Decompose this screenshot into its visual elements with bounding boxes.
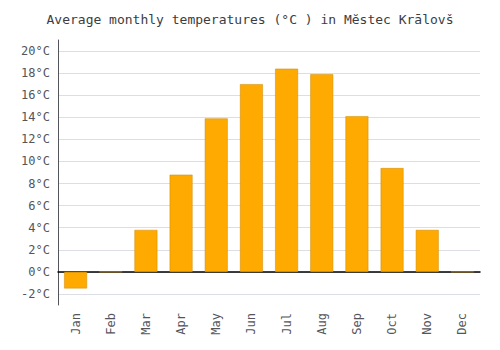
svg-text:8°C: 8°C xyxy=(28,177,50,191)
svg-text:Apr: Apr xyxy=(174,313,188,335)
svg-text:6°C: 6°C xyxy=(28,199,50,213)
svg-text:Mar: Mar xyxy=(139,313,153,335)
svg-text:14°C: 14°C xyxy=(21,110,50,124)
svg-text:12°C: 12°C xyxy=(21,132,50,146)
svg-text:Jul: Jul xyxy=(280,313,294,335)
svg-text:18°C: 18°C xyxy=(21,66,50,80)
svg-text:2°C: 2°C xyxy=(28,243,50,257)
svg-text:Aug: Aug xyxy=(315,313,329,335)
svg-text:Average monthly temperatures (: Average monthly temperatures (°C ) in Mĕ… xyxy=(47,12,454,27)
svg-text:Jun: Jun xyxy=(244,313,258,335)
svg-text:-2°C: -2°C xyxy=(21,287,50,301)
svg-text:Oct: Oct xyxy=(385,313,399,335)
svg-text:Jan: Jan xyxy=(69,313,83,335)
svg-text:0°C: 0°C xyxy=(28,265,50,279)
svg-text:16°C: 16°C xyxy=(21,88,50,102)
svg-text:Feb: Feb xyxy=(104,313,118,335)
svg-text:20°C: 20°C xyxy=(21,44,50,58)
svg-text:10°C: 10°C xyxy=(21,154,50,168)
svg-text:Dec: Dec xyxy=(455,313,469,335)
svg-text:Nov: Nov xyxy=(420,313,434,335)
svg-text:Sep: Sep xyxy=(350,313,364,335)
svg-text:4°C: 4°C xyxy=(28,221,50,235)
svg-text:May: May xyxy=(209,313,223,335)
